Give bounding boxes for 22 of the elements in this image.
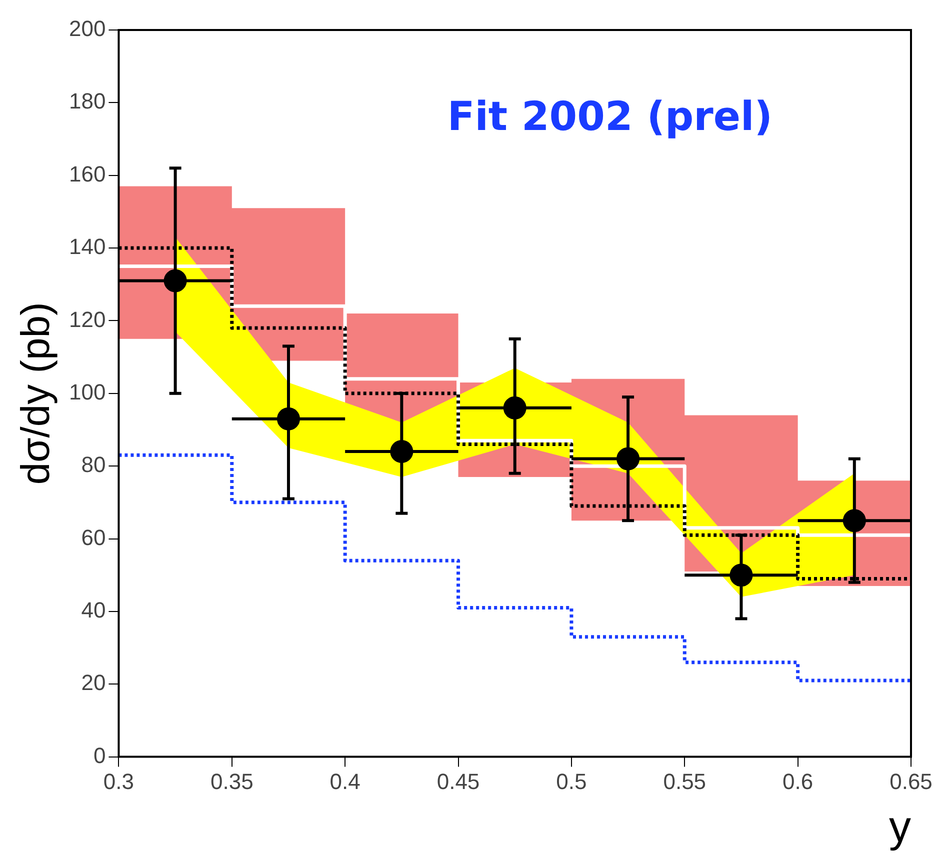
x-tick-label: 0.6 bbox=[782, 769, 814, 794]
y-tick-label: 100 bbox=[68, 379, 106, 404]
y-axis-title: dσ/dy (pb) bbox=[14, 302, 58, 485]
y-tick-label: 180 bbox=[68, 88, 106, 114]
y-tick-label: 160 bbox=[68, 161, 106, 186]
y-tick-label: 80 bbox=[81, 452, 106, 478]
y-tick-label: 200 bbox=[68, 16, 106, 42]
x-axis-title: y bbox=[889, 802, 911, 852]
x-tick-label: 0.35 bbox=[210, 769, 254, 794]
annotation: Fit 2002 (prel) bbox=[447, 94, 772, 140]
y-tick-label: 120 bbox=[68, 306, 106, 332]
y-tick-label: 20 bbox=[81, 670, 106, 696]
x-tick-label: 0.5 bbox=[556, 769, 587, 794]
x-tick-label: 0.4 bbox=[330, 769, 360, 794]
y-tick-label: 140 bbox=[68, 234, 106, 260]
y-tick-label: 40 bbox=[81, 598, 106, 623]
y-tick-label: 0 bbox=[93, 742, 106, 768]
x-tick-label: 0.3 bbox=[103, 769, 134, 794]
y-tick-label: 60 bbox=[81, 524, 106, 550]
x-tick-label: 0.45 bbox=[436, 769, 480, 794]
x-tick-label: 0.65 bbox=[890, 769, 932, 794]
x-tick-label: 0.55 bbox=[663, 769, 706, 794]
